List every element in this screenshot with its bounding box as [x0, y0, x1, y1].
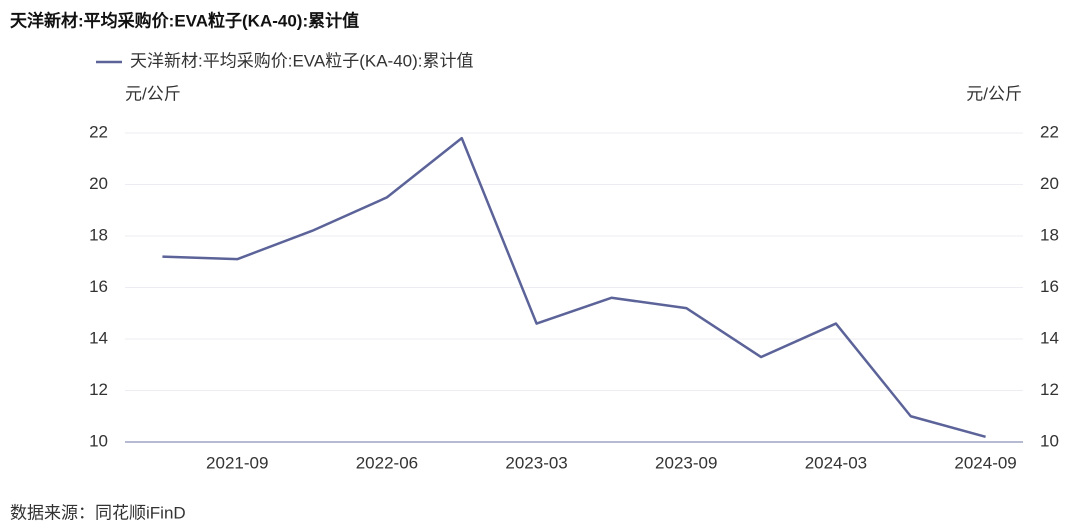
y2-unit: 元/公斤	[966, 84, 1022, 103]
x-tick-label: 2022-06	[356, 453, 418, 472]
y-tick-label: 16	[89, 277, 108, 296]
y2-tick-label: 22	[1040, 122, 1059, 141]
y-tick-label: 18	[89, 225, 108, 244]
y-unit: 元/公斤	[125, 84, 181, 103]
y-tick-label: 22	[89, 122, 108, 141]
x-tick-label: 2023-03	[505, 453, 567, 472]
x-tick-label: 2021-09	[206, 453, 268, 472]
y2-tick-label: 10	[1040, 431, 1059, 450]
y-tick-label: 10	[89, 431, 108, 450]
y2-tick-label: 20	[1040, 174, 1059, 193]
x-tick-label: 2024-03	[805, 453, 867, 472]
y2-tick-label: 14	[1040, 328, 1059, 347]
x-tick-label: 2024-09	[954, 453, 1016, 472]
y-tick-label: 14	[89, 328, 108, 347]
y2-tick-label: 16	[1040, 277, 1059, 296]
y-tick-label: 20	[89, 174, 108, 193]
y2-tick-label: 12	[1040, 380, 1059, 399]
data-line	[162, 136, 986, 439]
chart-title: 天洋新材:平均采购价:EVA粒子(KA-40):累计值	[10, 10, 359, 30]
y-tick-label: 12	[89, 380, 108, 399]
legend-label: 天洋新材:平均采购价:EVA粒子(KA-40):累计值	[130, 51, 474, 70]
source: 数据来源：同花顺iFinD	[10, 503, 186, 522]
y2-tick-label: 18	[1040, 225, 1059, 244]
x-tick-label: 2023-09	[655, 453, 717, 472]
